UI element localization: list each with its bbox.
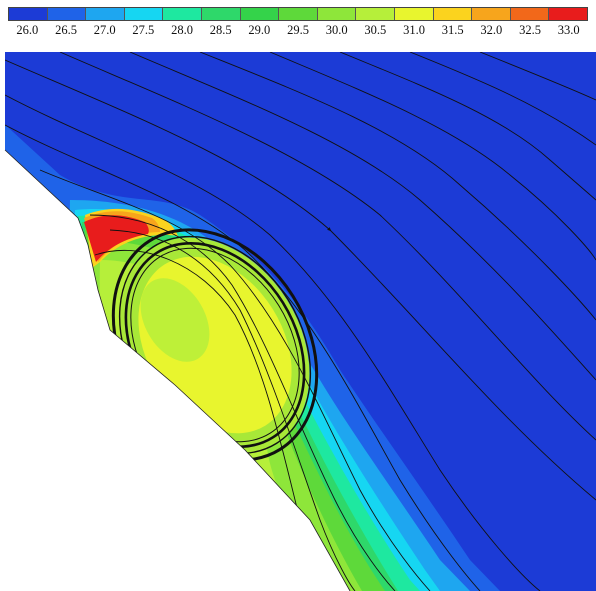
colorbar-legend	[8, 7, 588, 21]
colorbar-swatch	[240, 8, 280, 20]
wall-edge	[4, 149, 351, 591]
colorbar-tick-label: 32.5	[519, 23, 541, 37]
colorbar-tick-label: 30.5	[364, 23, 387, 37]
colorbar-tick-label: 31.0	[403, 23, 425, 37]
colorbar-tick-label: 27.0	[93, 23, 116, 37]
colorbar-swatch	[356, 8, 395, 20]
colorbar-tick-label: 32.0	[480, 23, 503, 37]
streamline	[409, 52, 596, 146]
vortex-core-30-5	[140, 278, 210, 362]
colorbar-tick-label: 30.0	[325, 23, 348, 37]
colorbar-swatch	[472, 8, 511, 20]
colorbar-swatch	[86, 8, 125, 20]
colorbar-tick-label: 28.0	[171, 23, 193, 37]
streamline	[199, 52, 596, 321]
streamline	[339, 52, 596, 201]
streamline	[5, 94, 541, 591]
colorbar-swatch	[201, 8, 241, 20]
colorbar-tick-label: 27.5	[132, 23, 155, 37]
colorbar-tick-label: 26.5	[55, 23, 77, 37]
colorbar-tick-label: 33.0	[557, 23, 580, 37]
colorbar-swatch	[549, 8, 587, 20]
streamline	[59, 52, 596, 441]
colorbar-swatch	[317, 8, 357, 20]
streamline	[109, 229, 356, 591]
streamline	[5, 59, 596, 501]
colorbar-swatch	[124, 8, 164, 20]
streamline	[94, 249, 301, 521]
colorbar-tick-label: 31.5	[441, 23, 464, 37]
colorbar-swatch	[47, 8, 87, 20]
colorbar-swatch	[279, 8, 318, 20]
colorbar-swatch	[433, 8, 473, 20]
colorbar-tick-label: 26.0	[16, 23, 39, 37]
streamline	[129, 52, 596, 381]
colorbar-swatch	[9, 8, 48, 20]
colorbar-swatch	[510, 8, 550, 20]
colorbar-tick-label: 28.5	[209, 23, 232, 37]
streamline	[39, 169, 431, 591]
wall-boundary	[0, 52, 350, 591]
band-33-0	[84, 215, 149, 262]
colorbar-tick-label: 29.5	[287, 23, 309, 37]
streamline	[479, 52, 596, 101]
colorbar-tick-labels: 26.0 26.5 27.0 27.5 28.0 28.5 29.0 29.5 30.0 30.5…	[8, 23, 588, 39]
streamline	[269, 52, 596, 261]
colorbar-swatch	[394, 8, 434, 20]
colorbar-swatch	[163, 8, 202, 20]
colorbar-tick-label: 29.0	[248, 23, 271, 37]
